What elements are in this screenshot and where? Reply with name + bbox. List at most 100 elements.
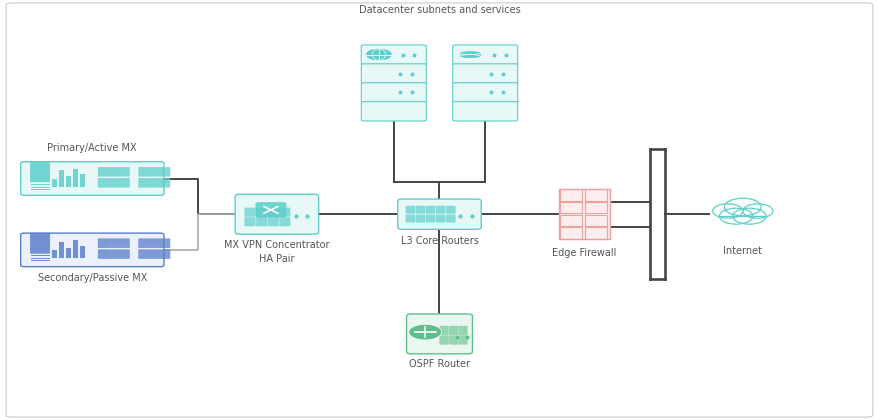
FancyBboxPatch shape	[415, 206, 425, 213]
Ellipse shape	[459, 55, 480, 58]
FancyBboxPatch shape	[121, 249, 130, 259]
FancyBboxPatch shape	[162, 249, 170, 259]
FancyBboxPatch shape	[244, 208, 255, 217]
Bar	[459, 52, 480, 57]
FancyBboxPatch shape	[146, 167, 155, 176]
FancyBboxPatch shape	[139, 249, 146, 259]
Bar	[584, 215, 607, 226]
FancyBboxPatch shape	[155, 249, 162, 259]
Bar	[584, 227, 607, 239]
FancyBboxPatch shape	[439, 326, 448, 335]
Bar	[67, 248, 71, 258]
FancyBboxPatch shape	[155, 178, 162, 187]
FancyBboxPatch shape	[397, 199, 481, 229]
FancyBboxPatch shape	[268, 208, 278, 217]
Bar	[60, 242, 64, 258]
FancyBboxPatch shape	[98, 249, 105, 259]
FancyBboxPatch shape	[439, 336, 448, 344]
Circle shape	[365, 48, 392, 61]
FancyBboxPatch shape	[30, 233, 50, 243]
FancyBboxPatch shape	[146, 178, 155, 187]
FancyBboxPatch shape	[279, 218, 290, 226]
FancyBboxPatch shape	[279, 208, 290, 217]
FancyBboxPatch shape	[446, 206, 455, 213]
FancyBboxPatch shape	[121, 239, 130, 248]
FancyBboxPatch shape	[114, 249, 121, 259]
Bar	[53, 178, 56, 187]
FancyBboxPatch shape	[452, 83, 517, 102]
FancyBboxPatch shape	[20, 162, 163, 195]
FancyBboxPatch shape	[98, 239, 105, 248]
FancyBboxPatch shape	[139, 178, 146, 187]
Text: Primary/Active MX: Primary/Active MX	[47, 143, 137, 153]
Circle shape	[723, 198, 760, 216]
FancyBboxPatch shape	[361, 45, 426, 64]
FancyBboxPatch shape	[235, 194, 319, 234]
FancyBboxPatch shape	[256, 208, 267, 217]
FancyBboxPatch shape	[435, 206, 445, 213]
FancyBboxPatch shape	[98, 167, 105, 176]
Circle shape	[718, 208, 752, 224]
Ellipse shape	[459, 51, 480, 55]
FancyBboxPatch shape	[558, 189, 609, 239]
FancyBboxPatch shape	[162, 178, 170, 187]
Text: OSPF Router: OSPF Router	[408, 360, 470, 369]
FancyBboxPatch shape	[406, 215, 414, 223]
FancyBboxPatch shape	[146, 249, 155, 259]
FancyBboxPatch shape	[256, 218, 267, 226]
FancyBboxPatch shape	[426, 206, 435, 213]
FancyBboxPatch shape	[139, 239, 146, 248]
FancyBboxPatch shape	[435, 215, 445, 223]
Bar	[717, 213, 767, 221]
FancyBboxPatch shape	[361, 83, 426, 102]
FancyBboxPatch shape	[426, 215, 435, 223]
FancyBboxPatch shape	[121, 167, 130, 176]
Circle shape	[742, 204, 772, 218]
FancyBboxPatch shape	[406, 314, 472, 354]
Bar	[67, 176, 71, 187]
FancyBboxPatch shape	[415, 215, 425, 223]
Bar	[559, 215, 581, 226]
FancyBboxPatch shape	[146, 239, 155, 248]
FancyBboxPatch shape	[446, 215, 455, 223]
FancyBboxPatch shape	[244, 218, 255, 226]
FancyBboxPatch shape	[162, 239, 170, 248]
Circle shape	[408, 324, 441, 340]
FancyBboxPatch shape	[105, 249, 114, 259]
Bar	[559, 189, 581, 201]
FancyBboxPatch shape	[458, 336, 467, 344]
Bar	[584, 189, 607, 201]
FancyBboxPatch shape	[155, 167, 162, 176]
Bar	[53, 250, 56, 258]
FancyBboxPatch shape	[30, 244, 50, 253]
FancyBboxPatch shape	[114, 167, 121, 176]
FancyBboxPatch shape	[268, 218, 278, 226]
FancyBboxPatch shape	[361, 64, 426, 83]
Text: Edge Firewall: Edge Firewall	[551, 248, 616, 258]
FancyBboxPatch shape	[105, 167, 114, 176]
FancyBboxPatch shape	[30, 172, 50, 182]
FancyBboxPatch shape	[98, 178, 105, 187]
FancyBboxPatch shape	[139, 167, 146, 176]
FancyBboxPatch shape	[155, 239, 162, 248]
Bar	[81, 246, 84, 258]
FancyBboxPatch shape	[449, 326, 457, 335]
FancyBboxPatch shape	[105, 239, 114, 248]
FancyBboxPatch shape	[30, 162, 50, 172]
Bar	[74, 240, 77, 258]
FancyBboxPatch shape	[458, 326, 467, 335]
Bar	[81, 174, 84, 187]
Text: Secondary/Passive MX: Secondary/Passive MX	[38, 273, 147, 284]
Circle shape	[732, 208, 766, 224]
Circle shape	[712, 204, 742, 218]
FancyBboxPatch shape	[452, 64, 517, 83]
FancyBboxPatch shape	[121, 178, 130, 187]
Text: Internet: Internet	[723, 246, 761, 256]
Text: L3 Core Routers: L3 Core Routers	[400, 236, 478, 246]
FancyBboxPatch shape	[452, 102, 517, 121]
FancyBboxPatch shape	[406, 206, 414, 213]
FancyBboxPatch shape	[452, 45, 517, 64]
FancyBboxPatch shape	[162, 167, 170, 176]
FancyBboxPatch shape	[105, 178, 114, 187]
FancyBboxPatch shape	[114, 239, 121, 248]
